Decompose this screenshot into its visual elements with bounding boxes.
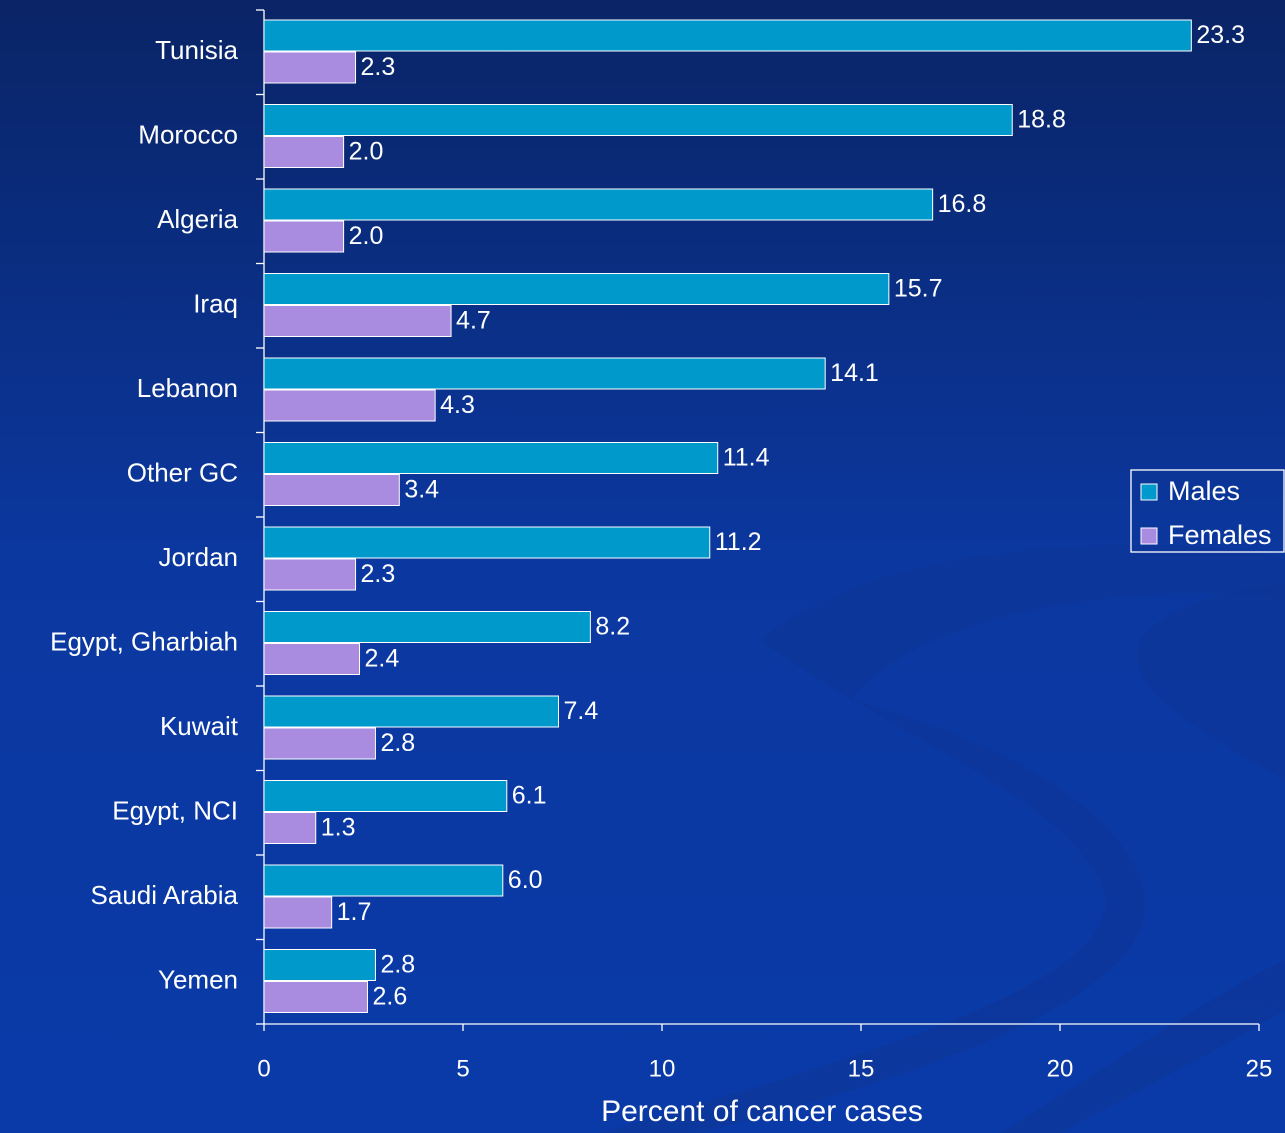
x-tick-label: 0	[257, 1055, 270, 1082]
value-label: 2.6	[372, 983, 407, 1011]
bar	[263, 188, 934, 221]
value-label: 2.8	[380, 951, 415, 979]
value-label: 1.7	[337, 898, 372, 926]
legend-box	[1130, 469, 1285, 553]
value-label: 4.3	[440, 391, 475, 419]
value-label: 11.2	[715, 528, 762, 556]
bar	[263, 104, 1013, 136]
value-label: 3.4	[404, 476, 439, 504]
legend-label: Males	[1168, 476, 1240, 506]
value-label: 1.3	[321, 814, 356, 842]
bar	[263, 780, 508, 812]
y-tick-label: Other GC	[127, 458, 238, 488]
bar	[263, 474, 400, 506]
value-label: 4.7	[456, 307, 491, 335]
bar	[263, 220, 345, 253]
bar	[263, 695, 560, 728]
value-label: 2.3	[361, 53, 396, 81]
bar	[263, 864, 504, 897]
bar	[263, 19, 1192, 52]
bar	[263, 136, 345, 168]
value-label: 6.0	[508, 866, 543, 894]
y-tick-label: Yemen	[158, 965, 238, 995]
value-label: 15.7	[894, 275, 943, 303]
y-tick-label: Egypt, NCI	[112, 796, 238, 826]
x-tick-label: 10	[649, 1055, 676, 1082]
x-tick-label: 15	[848, 1055, 875, 1082]
bar	[263, 643, 361, 675]
x-tick-label: 5	[456, 1055, 469, 1082]
y-tick-label: Lebanon	[137, 373, 238, 403]
legend-swatch	[1140, 527, 1158, 545]
bar	[263, 389, 436, 422]
x-tick-label: 20	[1047, 1055, 1074, 1082]
y-tick-label: Tunisia	[155, 35, 238, 65]
value-label: 14.1	[830, 359, 879, 387]
x-axis-title: Percent of cancer cases	[601, 1095, 923, 1128]
bar	[263, 981, 368, 1013]
value-label: 2.0	[349, 222, 384, 250]
bar	[263, 727, 376, 760]
legend-label: Females	[1168, 520, 1272, 550]
y-tick-label: Saudi Arabia	[91, 880, 239, 910]
value-label: 2.0	[349, 138, 384, 166]
value-label: 16.8	[938, 190, 987, 218]
value-label: 8.2	[595, 613, 630, 641]
bar	[263, 896, 333, 929]
value-label: 6.1	[512, 782, 547, 810]
bar	[263, 949, 376, 981]
value-label: 18.8	[1017, 106, 1066, 134]
y-tick-label: Morocco	[138, 120, 238, 150]
value-label: 11.4	[723, 444, 770, 472]
bar	[263, 442, 719, 474]
legend-swatch	[1140, 483, 1158, 501]
value-label: 2.3	[361, 560, 396, 588]
bar	[263, 812, 317, 844]
y-tick-label: Iraq	[193, 289, 238, 319]
value-label: 2.4	[365, 645, 400, 673]
bar	[263, 51, 357, 84]
bar	[263, 558, 357, 591]
value-label: 2.8	[380, 729, 415, 757]
value-label: 7.4	[564, 697, 599, 725]
bar	[263, 611, 591, 643]
bar	[263, 526, 711, 559]
bar	[263, 305, 452, 337]
decoration	[1000, 960, 1285, 1133]
value-label: 23.3	[1196, 21, 1245, 49]
x-tick-label: 25	[1246, 1055, 1273, 1082]
decoration	[1136, 585, 1285, 780]
y-tick-label: Kuwait	[160, 711, 239, 741]
y-tick-label: Algeria	[157, 204, 238, 234]
bar	[263, 273, 890, 305]
y-tick-label: Jordan	[159, 542, 239, 572]
bar	[263, 357, 826, 390]
y-tick-label: Egypt, Gharbiah	[50, 627, 238, 657]
